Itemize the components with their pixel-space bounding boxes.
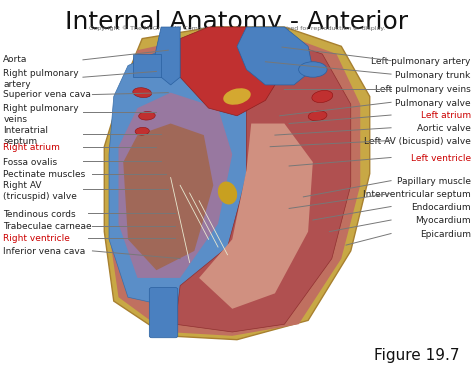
Text: Superior vena cava: Superior vena cava (3, 90, 91, 99)
Polygon shape (133, 54, 161, 77)
Text: Left AV (bicuspid) valve: Left AV (bicuspid) valve (364, 137, 471, 146)
Ellipse shape (133, 88, 152, 98)
Text: Pulmonary valve: Pulmonary valve (395, 98, 471, 108)
Ellipse shape (135, 127, 149, 135)
Text: Myocardium: Myocardium (415, 216, 471, 225)
Polygon shape (123, 124, 213, 270)
Ellipse shape (308, 111, 327, 121)
Text: Endocardium: Endocardium (411, 203, 471, 212)
Text: Figure 19.7: Figure 19.7 (374, 348, 460, 363)
Ellipse shape (218, 181, 237, 205)
Ellipse shape (312, 90, 333, 103)
Ellipse shape (299, 62, 327, 77)
Ellipse shape (139, 112, 155, 120)
Text: Epicardium: Epicardium (419, 230, 471, 239)
Text: Right pulmonary
veins: Right pulmonary veins (3, 104, 79, 124)
Text: Pectinate muscles: Pectinate muscles (3, 170, 86, 179)
Polygon shape (152, 27, 180, 85)
Ellipse shape (223, 88, 251, 105)
Text: Fossa ovalis: Fossa ovalis (3, 157, 57, 167)
Text: Aorta: Aorta (3, 55, 27, 64)
Text: Tendinous cords: Tendinous cords (3, 210, 76, 219)
Polygon shape (109, 46, 246, 309)
Polygon shape (199, 124, 313, 309)
Text: Inferior vena cava: Inferior vena cava (3, 247, 86, 256)
Text: Aortic valve: Aortic valve (417, 124, 471, 133)
Text: Papillary muscle: Papillary muscle (397, 177, 471, 186)
Text: Right ventricle: Right ventricle (3, 234, 70, 243)
Text: Right AV
(tricuspid) valve: Right AV (tricuspid) valve (3, 181, 77, 201)
FancyBboxPatch shape (149, 288, 178, 338)
Polygon shape (109, 35, 360, 336)
Text: Right atrium: Right atrium (3, 143, 60, 152)
Text: Copyright © The McGraw-Hill Companies, Inc. Permission required for reproduction: Copyright © The McGraw-Hill Companies, I… (89, 25, 385, 31)
Text: Left ventricle: Left ventricle (410, 154, 471, 163)
Text: Right pulmonary
artery: Right pulmonary artery (3, 69, 79, 89)
Polygon shape (237, 27, 313, 85)
Text: Pulmonary trunk: Pulmonary trunk (395, 71, 471, 80)
Text: Left pulmonary veins: Left pulmonary veins (375, 85, 471, 94)
Text: Internal Anatomy - Anterior: Internal Anatomy - Anterior (65, 10, 409, 34)
Polygon shape (180, 27, 284, 116)
Text: Interatrial
septum: Interatrial septum (3, 126, 48, 146)
Text: Interventricular septum: Interventricular septum (363, 190, 471, 199)
Text: Left pulmonary artery: Left pulmonary artery (371, 57, 471, 66)
Polygon shape (175, 39, 351, 332)
Text: Trabeculae carneae: Trabeculae carneae (3, 222, 92, 231)
Text: Left atrium: Left atrium (420, 111, 471, 120)
Polygon shape (118, 93, 232, 278)
Polygon shape (104, 27, 370, 340)
